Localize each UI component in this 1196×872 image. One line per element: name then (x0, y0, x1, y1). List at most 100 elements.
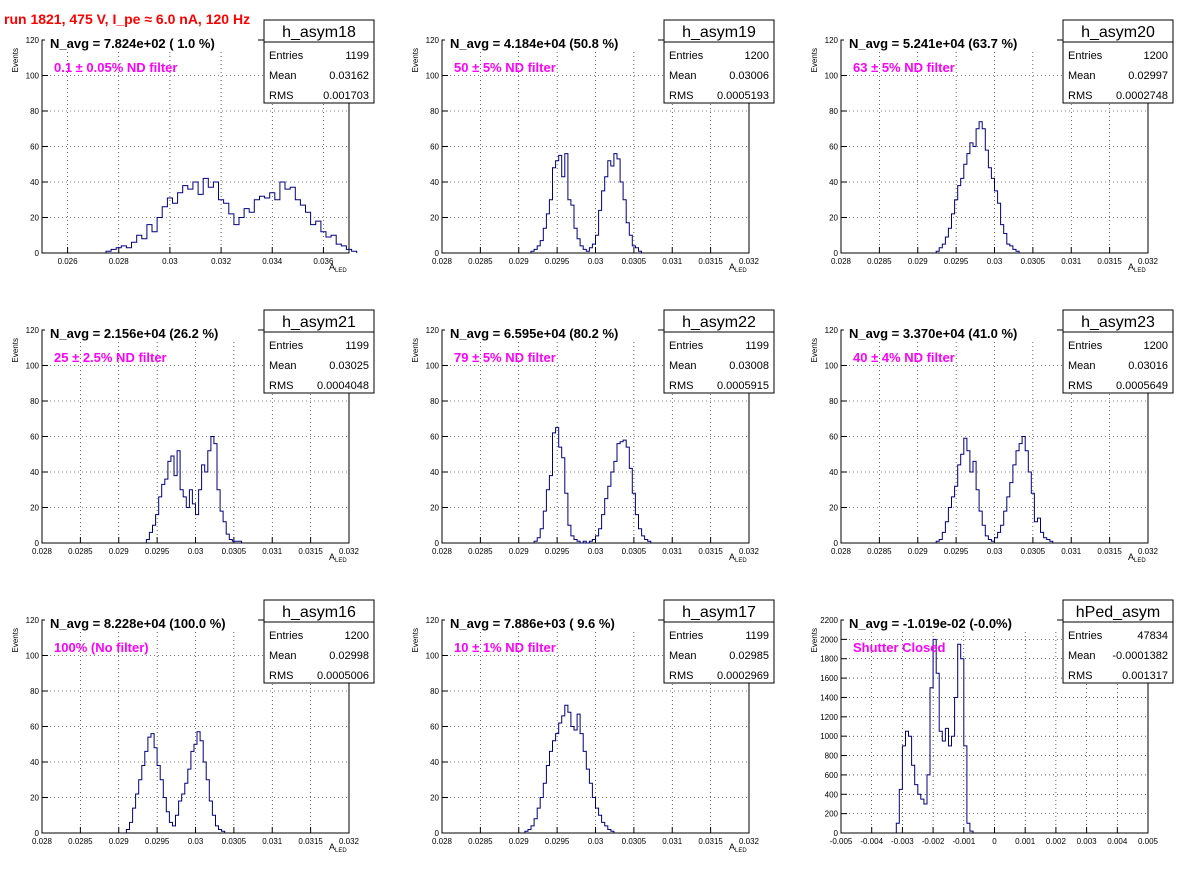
y-tick-label: 120 (825, 36, 839, 45)
x-tick-label: 0.0285 (468, 257, 493, 266)
stats-box (663, 309, 775, 394)
y-tick-label: 60 (30, 723, 39, 732)
x-tick-label: 0.032 (339, 547, 360, 556)
y-tick-label: 60 (430, 143, 439, 152)
stat-value-entries: 1199 (745, 340, 769, 352)
y-tick-label: 120 (26, 36, 40, 45)
filter-annotation: 10 ± 1% ND filter (454, 640, 556, 655)
stats-box-title: h_asym18 (282, 24, 356, 41)
histogram-panel-h_asym21: 0 20 40 60 80 100 120 0.028 0.0285 0.029 0.0295 0.0… (11, 309, 375, 564)
stat-label-rms: RMS (1068, 670, 1092, 682)
histogram-panel-hPed_asym: 0 200 400 600 800 1000 1200 1400 1600 1800 2000 220… (810, 599, 1174, 846)
histogram-series (125, 731, 226, 833)
x-tick-label: 0.03 (987, 547, 1003, 556)
stats-box (263, 599, 375, 684)
y-tick-label: 120 (426, 326, 440, 335)
stat-value-mean: 0.02997 (1128, 70, 1168, 82)
stat-label-rms: RMS (269, 380, 293, 392)
histogram-series (530, 153, 642, 253)
histogram-panel-h_asym17: 0 20 40 60 80 100 120 0.028 0.0285 0.029 0.0295 0.0… (411, 599, 775, 854)
x-tick-label: 0.0305 (1021, 547, 1046, 556)
x-tick-label: 0.0285 (68, 547, 93, 556)
stat-label-mean: Mean (669, 650, 697, 662)
y-axis-label: Events (810, 48, 819, 72)
histogram-series (895, 638, 974, 833)
y-tick-label: 60 (829, 433, 838, 442)
y-tick-label: 80 (829, 397, 838, 406)
x-tick-label: 0.032 (1138, 547, 1159, 556)
stat-label-mean: Mean (1068, 70, 1096, 82)
x-tick-label: -0.002 (922, 837, 945, 846)
x-tick-label: 0.028 (432, 547, 453, 556)
x-tick-label: 0.029 (908, 547, 929, 556)
x-tick-label: 0.0315 (1097, 257, 1122, 266)
histogram-panel-h_asym19: 0 20 40 60 80 100 120 0.028 0.0285 0.029 0.0295 0.0… (411, 19, 775, 274)
stats-box (663, 599, 775, 684)
navg-label: N_avg = -1.019e-02 (-0.0%) (849, 616, 1012, 631)
navg-label: N_avg = 2.156e+04 (26.2 %) (50, 326, 218, 341)
stats-box-title: h_asym21 (282, 314, 356, 331)
stat-label-rms: RMS (1068, 380, 1092, 392)
stat-label-rms: RMS (669, 380, 693, 392)
y-tick-label: 100 (26, 652, 40, 661)
x-tick-label: 0.0285 (867, 257, 892, 266)
x-tick-label: 0.028 (432, 837, 453, 846)
filter-annotation: 50 ± 5% ND filter (454, 60, 556, 75)
y-tick-label: 0 (834, 249, 839, 258)
y-tick-label: 80 (30, 687, 39, 696)
y-tick-label: 0 (35, 539, 40, 548)
stat-label-mean: Mean (669, 70, 697, 82)
x-tick-label: 0.0315 (1097, 547, 1122, 556)
navg-label-bg (445, 34, 658, 51)
stat-value-rms: 0.0005193 (717, 90, 769, 102)
stats-box-title: h_asym23 (1081, 314, 1155, 331)
stat-value-mean: 0.03016 (1128, 360, 1168, 372)
x-tick-label: 0.032 (739, 547, 760, 556)
stat-label-rms: RMS (669, 90, 693, 102)
navg-label-bg (45, 614, 258, 631)
histogram-panel-h_asym22: 0 20 40 60 80 100 120 0.028 0.0285 0.029 0.0295 0.0… (411, 309, 775, 564)
y-tick-label: 20 (829, 504, 838, 513)
stat-label-mean: Mean (269, 360, 297, 372)
navg-label-bg (445, 614, 658, 631)
stats-box (263, 309, 375, 394)
y-axis-label: Events (11, 628, 20, 652)
x-tick-label: -0.003 (891, 837, 914, 846)
navg-label-bg (844, 34, 1057, 51)
x-tick-label: 0.028 (32, 837, 53, 846)
stat-label-entries: Entries (269, 340, 304, 352)
y-tick-label: 80 (430, 107, 439, 116)
stat-value-entries: 1200 (345, 630, 369, 642)
filter-annotation: Shutter Closed (853, 640, 946, 655)
y-tick-label: 100 (26, 72, 40, 81)
x-tick-label: 0.0295 (545, 837, 570, 846)
x-tick-label: -0.001 (952, 837, 975, 846)
y-tick-label: 100 (825, 72, 839, 81)
y-tick-label: 100 (825, 362, 839, 371)
y-tick-label: 100 (426, 362, 440, 371)
x-tick-label: 0.0295 (545, 547, 570, 556)
stat-value-rms: 0.0002969 (717, 670, 769, 682)
x-tick-label: 0.03 (588, 837, 604, 846)
x-tick-label: 0.034 (262, 257, 283, 266)
stat-value-entries: 1199 (345, 340, 369, 352)
stat-value-entries: 1200 (745, 50, 769, 62)
histogram-series (105, 177, 358, 253)
x-tick-label: 0 (992, 837, 997, 846)
stat-value-rms: 0.0005915 (717, 380, 769, 392)
y-axis-label: Events (11, 338, 20, 362)
stat-value-entries: 1199 (745, 630, 769, 642)
x-tick-label: 0.031 (1061, 257, 1082, 266)
x-tick-label: 0.031 (1061, 547, 1082, 556)
navg-label: N_avg = 3.370e+04 (41.0 %) (849, 326, 1017, 341)
navg-label-bg (45, 324, 258, 341)
y-tick-label: 0 (834, 539, 839, 548)
stat-value-rms: 0.0005006 (317, 670, 369, 682)
y-tick-label: 100 (426, 652, 440, 661)
x-tick-label: 0.032 (739, 257, 760, 266)
x-tick-label: 0.0295 (545, 257, 570, 266)
x-axis-label-subscript: LED (335, 268, 347, 274)
filter-annotation: 100% (No filter) (54, 640, 149, 655)
histogram-panel-h_asym18: 0 20 40 60 80 100 120 0.026 0.028 0.03 0.032 0.034 0… (11, 19, 375, 274)
